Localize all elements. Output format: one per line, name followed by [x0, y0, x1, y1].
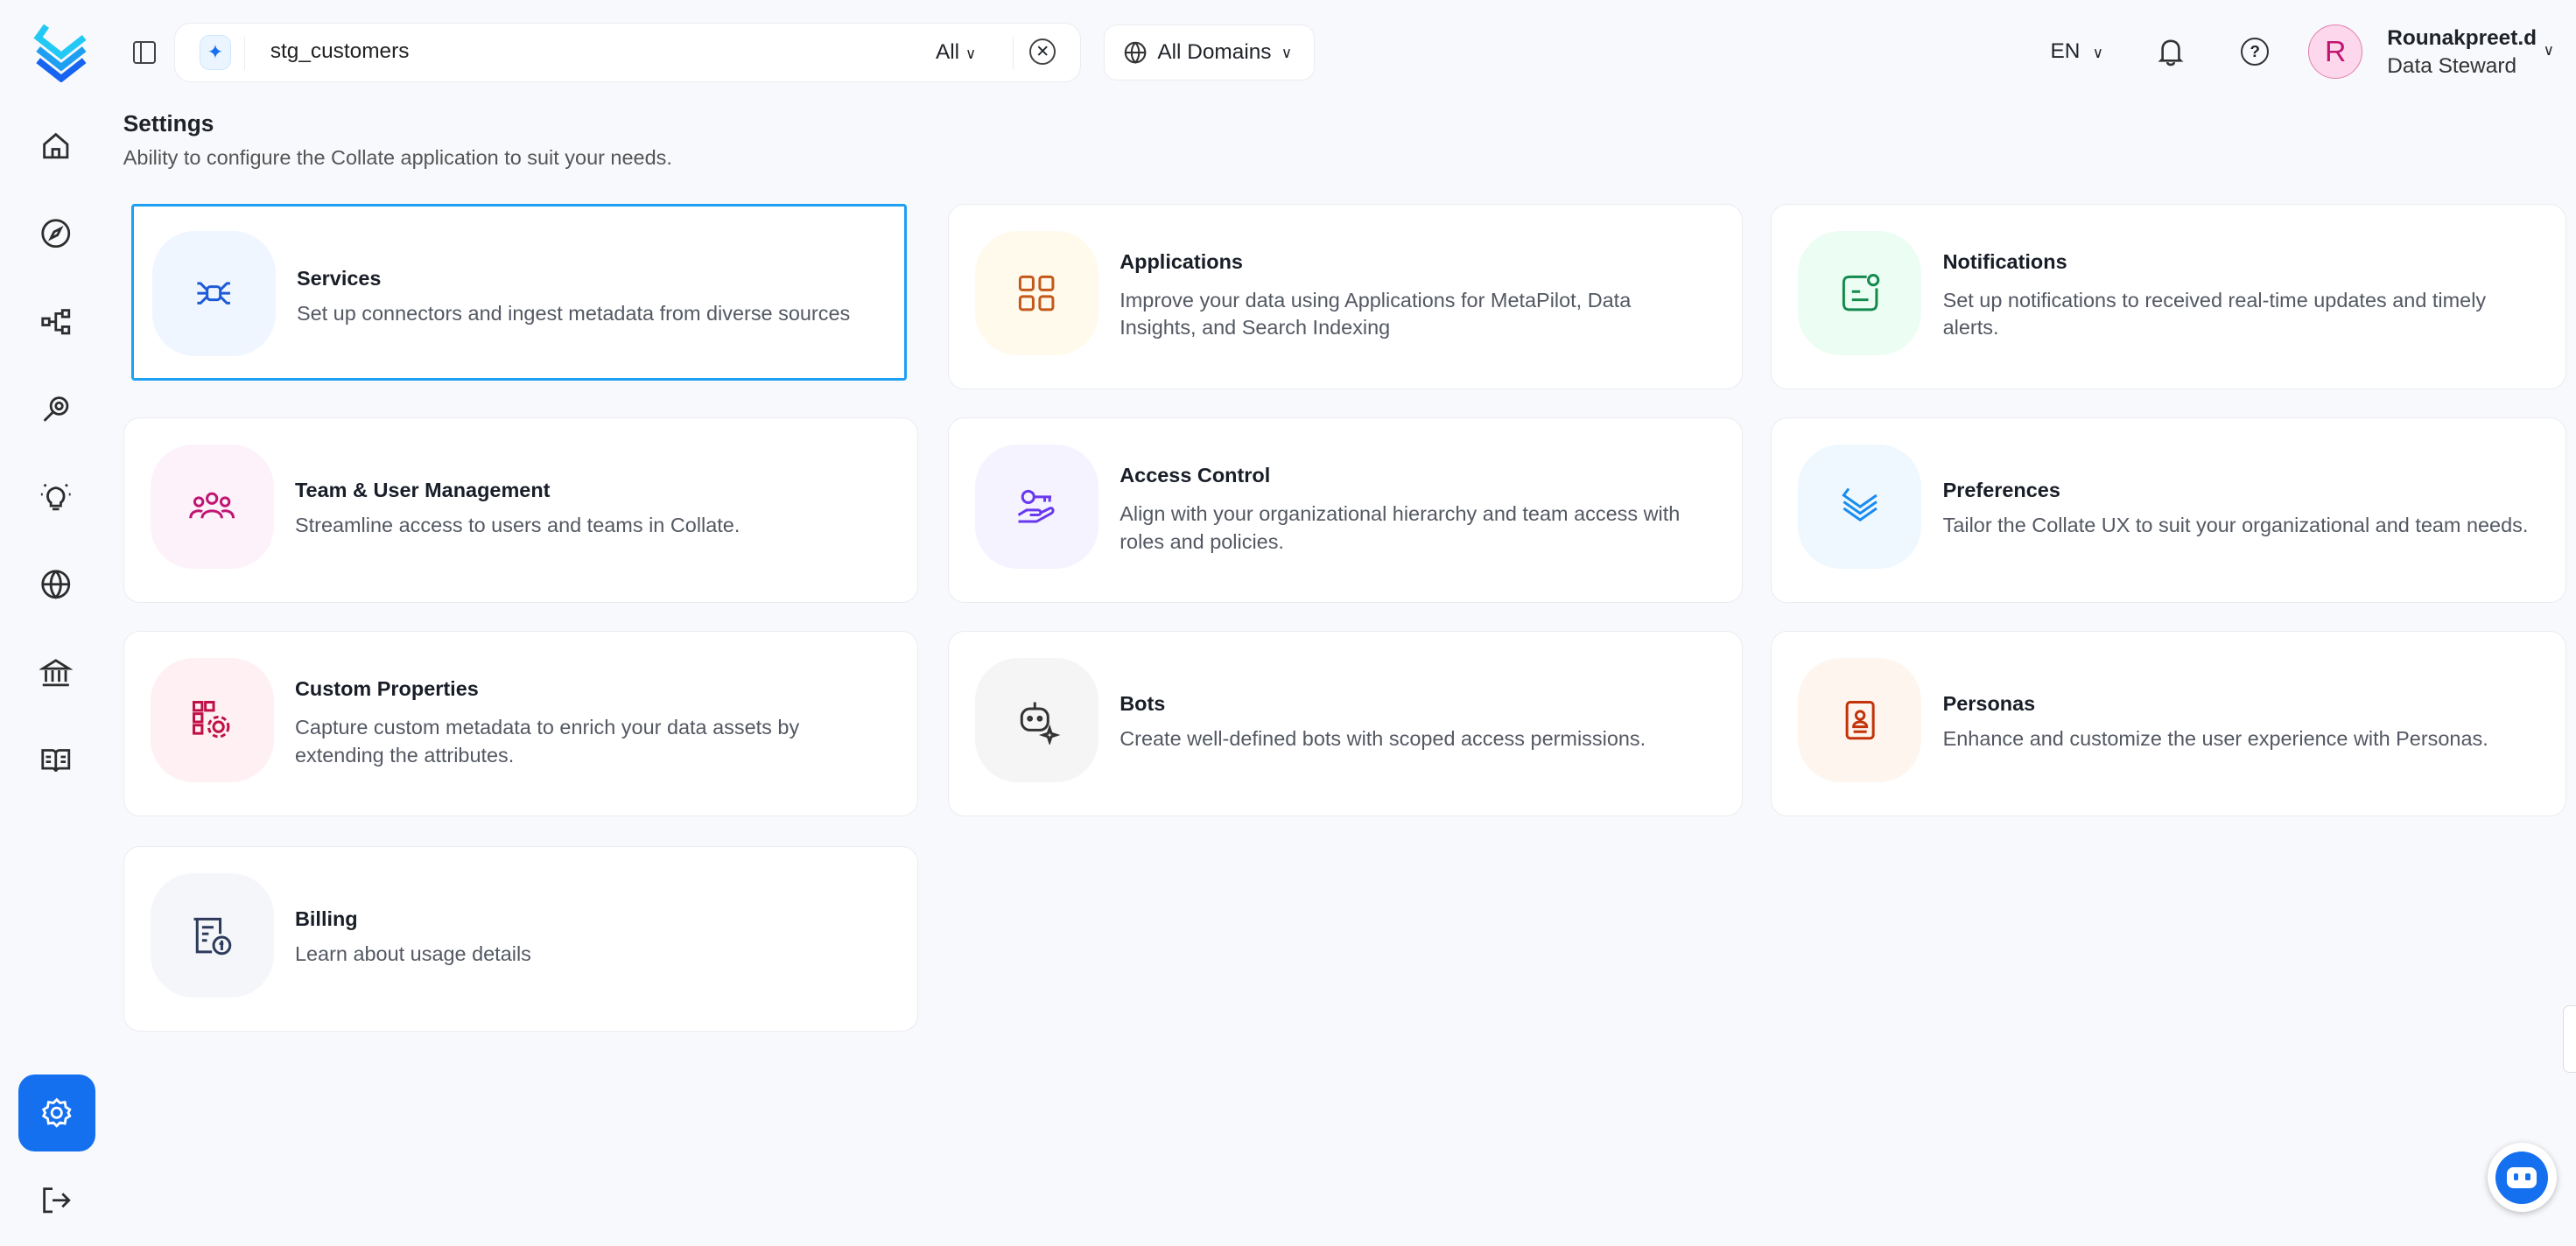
- user-name[interactable]: Rounakpreet.d: [2387, 26, 2537, 51]
- language-dropdown[interactable]: EN ∨: [2050, 39, 2103, 64]
- clear-search-icon[interactable]: ✕: [1028, 38, 1056, 66]
- user-role: Data Steward: [2387, 53, 2517, 78]
- preferences-icon: [1798, 444, 1922, 570]
- card-description: Set up connectors and ingest metadata fr…: [296, 301, 851, 325]
- card-description: Set up notifications to received real-ti…: [1942, 288, 2487, 340]
- card-description: Align with your organizational hierarchy…: [1120, 501, 1681, 553]
- card-title: Notifications: [1942, 250, 2067, 274]
- team-icon: [150, 444, 274, 570]
- chevron-down-icon: ∨: [965, 46, 977, 63]
- settings-card-preferences[interactable]: Preferences Tailor the Collate UX to sui…: [1771, 416, 2566, 603]
- card-title: Bots: [1120, 692, 1166, 716]
- card-title: Access Control: [1120, 464, 1271, 487]
- domains-icon[interactable]: [36, 565, 75, 605]
- chevron-down-icon: ∨: [2092, 45, 2104, 62]
- settings-card-services[interactable]: Services Set up connectors and ingest me…: [131, 203, 908, 382]
- card-description: Enhance and customize the user experienc…: [1942, 726, 2488, 750]
- settings-card-applications[interactable]: Applications Improve your data using App…: [948, 203, 1744, 389]
- logout-icon[interactable]: [36, 1181, 75, 1221]
- ai-sparkle-icon[interactable]: ✦: [200, 35, 231, 70]
- settings-card-personas[interactable]: Personas Enhance and customize the user …: [1771, 630, 2566, 816]
- insights-icon[interactable]: [36, 478, 75, 517]
- card-title: Applications: [1120, 250, 1243, 274]
- user-menu-chevron-icon[interactable]: ∨: [2543, 41, 2554, 59]
- billing-icon: [150, 872, 274, 998]
- custom-properties-icon: [150, 657, 274, 783]
- search-input[interactable]: [270, 37, 895, 67]
- settings-icon[interactable]: [18, 1074, 95, 1152]
- settings-card-access-control[interactable]: Access Control Align with your organizat…: [948, 416, 1744, 603]
- language-value: EN: [2050, 39, 2081, 64]
- card-title: Custom Properties: [294, 677, 479, 701]
- search-filter-dropdown[interactable]: All ∨: [936, 40, 976, 65]
- right-panel-handle[interactable]: [2563, 1004, 2576, 1073]
- settings-card-team-user-management[interactable]: Team & User Management Streamline access…: [123, 416, 919, 603]
- chatbot-button[interactable]: [2487, 1143, 2557, 1213]
- applications-icon: [975, 230, 1098, 356]
- settings-card-billing[interactable]: Billing Learn about usage details: [123, 845, 919, 1032]
- collate-logo[interactable]: [33, 23, 89, 83]
- card-description: Streamline access to users and teams in …: [294, 513, 741, 536]
- bots-icon: [975, 657, 1098, 783]
- glossary-icon[interactable]: [36, 741, 75, 780]
- access-control-icon: [975, 444, 1098, 570]
- card-description: Capture custom metadata to enrich your d…: [294, 715, 800, 766]
- card-description: Learn about usage details: [294, 942, 531, 965]
- domains-label: All Domains: [1157, 40, 1272, 65]
- notifications-icon: [1798, 230, 1922, 356]
- governance-icon[interactable]: [36, 654, 75, 693]
- search-filter-value: All: [936, 40, 960, 65]
- card-title: Billing: [294, 907, 358, 931]
- settings-card-notifications[interactable]: Notifications Set up notifications to re…: [1771, 203, 2566, 389]
- page-subtitle: Ability to configure the Collate applica…: [123, 146, 672, 170]
- card-description: Tailor the Collate UX to suit your organ…: [1942, 513, 2529, 536]
- observability-icon[interactable]: [36, 389, 75, 429]
- explore-icon[interactable]: [36, 214, 75, 253]
- card-title: Personas: [1942, 692, 2036, 716]
- home-icon[interactable]: [36, 127, 75, 166]
- page-title: Settings: [123, 109, 214, 136]
- avatar[interactable]: R: [2308, 24, 2363, 80]
- card-description: Improve your data using Applications for…: [1120, 288, 1632, 340]
- sidebar-toggle-icon[interactable]: [133, 40, 157, 65]
- personas-icon: [1798, 657, 1922, 783]
- lineage-icon[interactable]: [36, 302, 75, 341]
- globe-icon: [1124, 41, 1147, 64]
- card-title: Services: [296, 267, 382, 290]
- card-title: Preferences: [1942, 479, 2060, 502]
- settings-card-custom-properties[interactable]: Custom Properties Capture custom metadat…: [123, 630, 919, 816]
- bot-icon: [2495, 1151, 2549, 1204]
- help-icon[interactable]: ?: [2241, 38, 2270, 66]
- bell-icon[interactable]: [2158, 38, 2184, 74]
- services-icon: [151, 230, 276, 356]
- settings-card-bots[interactable]: Bots Create well-defined bots with scope…: [948, 630, 1744, 816]
- search-bar[interactable]: ✦ All ∨ ✕: [173, 23, 1082, 82]
- card-description: Create well-defined bots with scoped acc…: [1120, 726, 1646, 750]
- domains-dropdown[interactable]: All Domains ∨: [1104, 24, 1315, 80]
- card-title: Team & User Management: [294, 479, 551, 502]
- chevron-down-icon: ∨: [1281, 44, 1293, 61]
